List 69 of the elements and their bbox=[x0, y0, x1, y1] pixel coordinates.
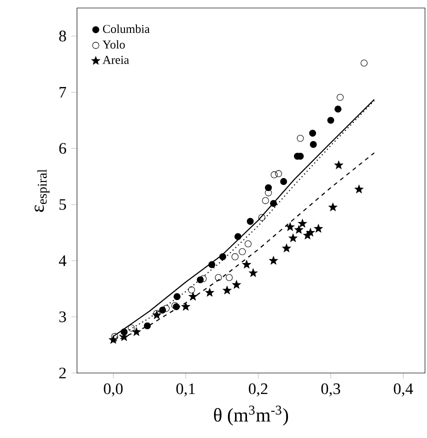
point bbox=[328, 202, 338, 212]
point bbox=[181, 302, 190, 310]
point bbox=[334, 160, 344, 169]
point bbox=[336, 94, 344, 101]
point bbox=[269, 256, 278, 264]
point bbox=[360, 60, 368, 67]
point bbox=[334, 106, 342, 113]
y-tick-label: 7 bbox=[60, 86, 66, 98]
point bbox=[162, 304, 170, 312]
y-tick-label: 2 bbox=[59, 368, 66, 378]
point bbox=[354, 184, 364, 194]
point bbox=[214, 274, 222, 282]
point bbox=[264, 184, 272, 192]
point bbox=[188, 286, 196, 294]
point bbox=[270, 200, 277, 207]
point bbox=[132, 327, 141, 336]
y-tick-label: 4 bbox=[58, 255, 66, 266]
x-tick-label: 0,4 bbox=[394, 383, 413, 396]
point bbox=[174, 293, 181, 300]
point bbox=[188, 292, 198, 300]
x-tick-label: 0,2 bbox=[248, 383, 268, 396]
point bbox=[234, 233, 242, 240]
point bbox=[309, 130, 316, 137]
point bbox=[219, 253, 226, 260]
point bbox=[153, 310, 160, 317]
x-tick-label: 0,3 bbox=[321, 383, 340, 396]
point bbox=[314, 224, 323, 232]
point bbox=[258, 214, 266, 221]
x-tick-label: 0,0 bbox=[104, 383, 123, 396]
point bbox=[246, 218, 254, 225]
point bbox=[262, 197, 269, 204]
point bbox=[294, 225, 304, 234]
point bbox=[282, 244, 291, 252]
point bbox=[238, 248, 246, 256]
point bbox=[298, 219, 307, 228]
legend-label: Columbia bbox=[102, 24, 150, 34]
point bbox=[205, 288, 214, 296]
point bbox=[128, 324, 135, 332]
point bbox=[306, 228, 315, 236]
point bbox=[242, 260, 251, 268]
point bbox=[264, 189, 272, 196]
point bbox=[310, 140, 317, 148]
point bbox=[270, 171, 278, 178]
point bbox=[296, 134, 304, 142]
x-tick-label: 0,1 bbox=[176, 383, 195, 396]
point bbox=[111, 333, 118, 340]
y-tick-label: 6 bbox=[59, 143, 66, 154]
point bbox=[244, 240, 252, 248]
x-axis-title: θ (m$^{3}$m$^{-3}$) bbox=[214, 406, 288, 426]
point bbox=[208, 261, 216, 268]
point bbox=[232, 253, 239, 260]
legend-label: Yolo bbox=[102, 40, 125, 49]
point bbox=[108, 335, 118, 344]
point bbox=[288, 234, 298, 242]
y-axis-title: ε$_{espiral}$ bbox=[34, 169, 50, 212]
point bbox=[232, 280, 241, 289]
point bbox=[275, 170, 282, 178]
legend-label: Areia bbox=[102, 56, 129, 64]
point bbox=[200, 275, 207, 282]
point bbox=[226, 274, 233, 282]
point bbox=[286, 222, 294, 231]
point bbox=[222, 286, 232, 294]
point bbox=[248, 268, 258, 277]
y-tick-label: 5 bbox=[60, 199, 66, 210]
point bbox=[280, 178, 288, 185]
point bbox=[327, 116, 334, 124]
point bbox=[144, 322, 151, 330]
y-tick-label: 8 bbox=[59, 30, 66, 42]
y-tick-label: 3 bbox=[59, 311, 66, 322]
